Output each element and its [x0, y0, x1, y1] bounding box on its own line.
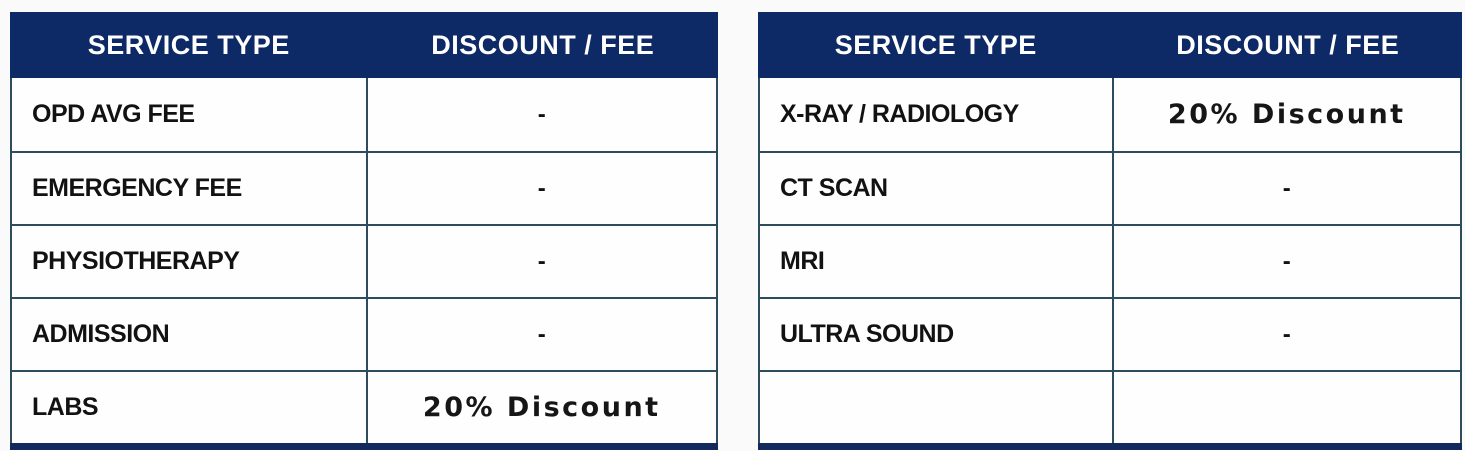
table-bottom-bar	[10, 443, 718, 450]
service-type-cell	[760, 372, 1114, 443]
discount-fee-cell: -	[367, 226, 716, 297]
table-header-row: SERVICE TYPE DISCOUNT / FEE	[758, 12, 1462, 78]
table-row: ULTRA SOUND -	[760, 297, 1460, 370]
service-type-cell: X-RAY / RADIOLOGY	[760, 78, 1114, 151]
service-type-cell: CT SCAN	[760, 153, 1114, 224]
table-row: ADMISSION -	[12, 297, 716, 370]
table-row: EMERGENCY FEE -	[12, 151, 716, 224]
table-header-row: SERVICE TYPE DISCOUNT / FEE	[10, 12, 718, 78]
service-type-cell: MRI	[760, 226, 1114, 297]
discount-fee-cell: -	[1113, 226, 1460, 297]
service-type-cell: PHYSIOTHERAPY	[12, 226, 368, 297]
service-type-cell: ULTRA SOUND	[760, 299, 1114, 370]
discount-fee-cell: -	[1113, 299, 1460, 370]
service-type-cell: OPD AVG FEE	[12, 78, 368, 151]
table-row: MRI -	[760, 224, 1460, 297]
table-bottom-bar	[758, 443, 1462, 450]
table-body: OPD AVG FEE - EMERGENCY FEE - PHYSIOTHER…	[10, 78, 718, 443]
discount-fee-cell: -	[367, 78, 716, 151]
discount-fee-cell: -	[1113, 153, 1460, 224]
table-body: X-RAY / RADIOLOGY 20% Discount CT SCAN -…	[758, 78, 1462, 443]
table-row	[760, 370, 1460, 443]
service-fee-table-imaging: SERVICE TYPE DISCOUNT / FEE X-RAY / RADI…	[758, 12, 1462, 451]
header-service-type: SERVICE TYPE	[87, 29, 290, 60]
service-type-cell: ADMISSION	[12, 299, 368, 370]
service-type-cell: LABS	[12, 372, 368, 443]
header-discount-fee: DISCOUNT / FEE	[431, 29, 655, 60]
table-row: PHYSIOTHERAPY -	[12, 224, 716, 297]
table-row: OPD AVG FEE -	[12, 78, 716, 151]
discount-fee-cell: 20% Discount	[1113, 78, 1460, 151]
discount-fee-cell	[1113, 372, 1460, 443]
service-fee-table-general: SERVICE TYPE DISCOUNT / FEE OPD AVG FEE …	[10, 12, 718, 451]
discount-fee-cell: 20% Discount	[367, 372, 716, 443]
table-row: X-RAY / RADIOLOGY 20% Discount	[760, 78, 1460, 151]
discount-fee-cell: -	[367, 153, 716, 224]
table-row: LABS 20% Discount	[12, 370, 716, 443]
table-row: CT SCAN -	[760, 151, 1460, 224]
discount-fee-cell: -	[367, 299, 716, 370]
header-service-type: SERVICE TYPE	[834, 29, 1037, 60]
service-type-cell: EMERGENCY FEE	[12, 153, 368, 224]
header-discount-fee: DISCOUNT / FEE	[1176, 29, 1400, 60]
